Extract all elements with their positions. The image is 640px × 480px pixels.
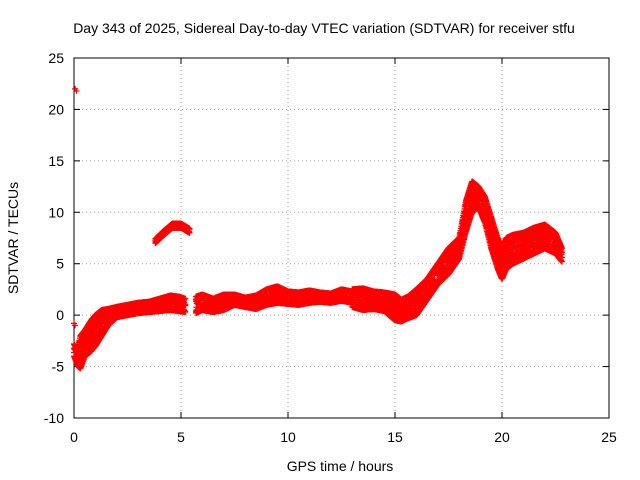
y-tick-label: 25: [48, 50, 64, 66]
x-tick-label: 20: [494, 429, 510, 445]
grid-lines: [74, 58, 609, 418]
y-tick-label: -10: [44, 410, 64, 426]
axis-ticks: 0 5 10 15 20 25 -10 -5 0 5 10 15 20 25: [44, 50, 617, 445]
y-tick-label: 15: [48, 153, 64, 169]
plot-frame: [73, 57, 610, 419]
y-tick-label: -5: [52, 359, 65, 375]
x-tick-label: 0: [70, 429, 78, 445]
y-tick-label: 10: [48, 204, 64, 220]
data-series: [71, 85, 565, 372]
y-tick-label: 20: [48, 101, 64, 117]
x-tick-label: 10: [280, 429, 296, 445]
x-tick-label: 5: [177, 429, 185, 445]
x-tick-label: 25: [601, 429, 617, 445]
x-tick-label: 15: [387, 429, 403, 445]
y-tick-label: 0: [56, 307, 64, 323]
y-tick-label: 5: [56, 256, 64, 272]
